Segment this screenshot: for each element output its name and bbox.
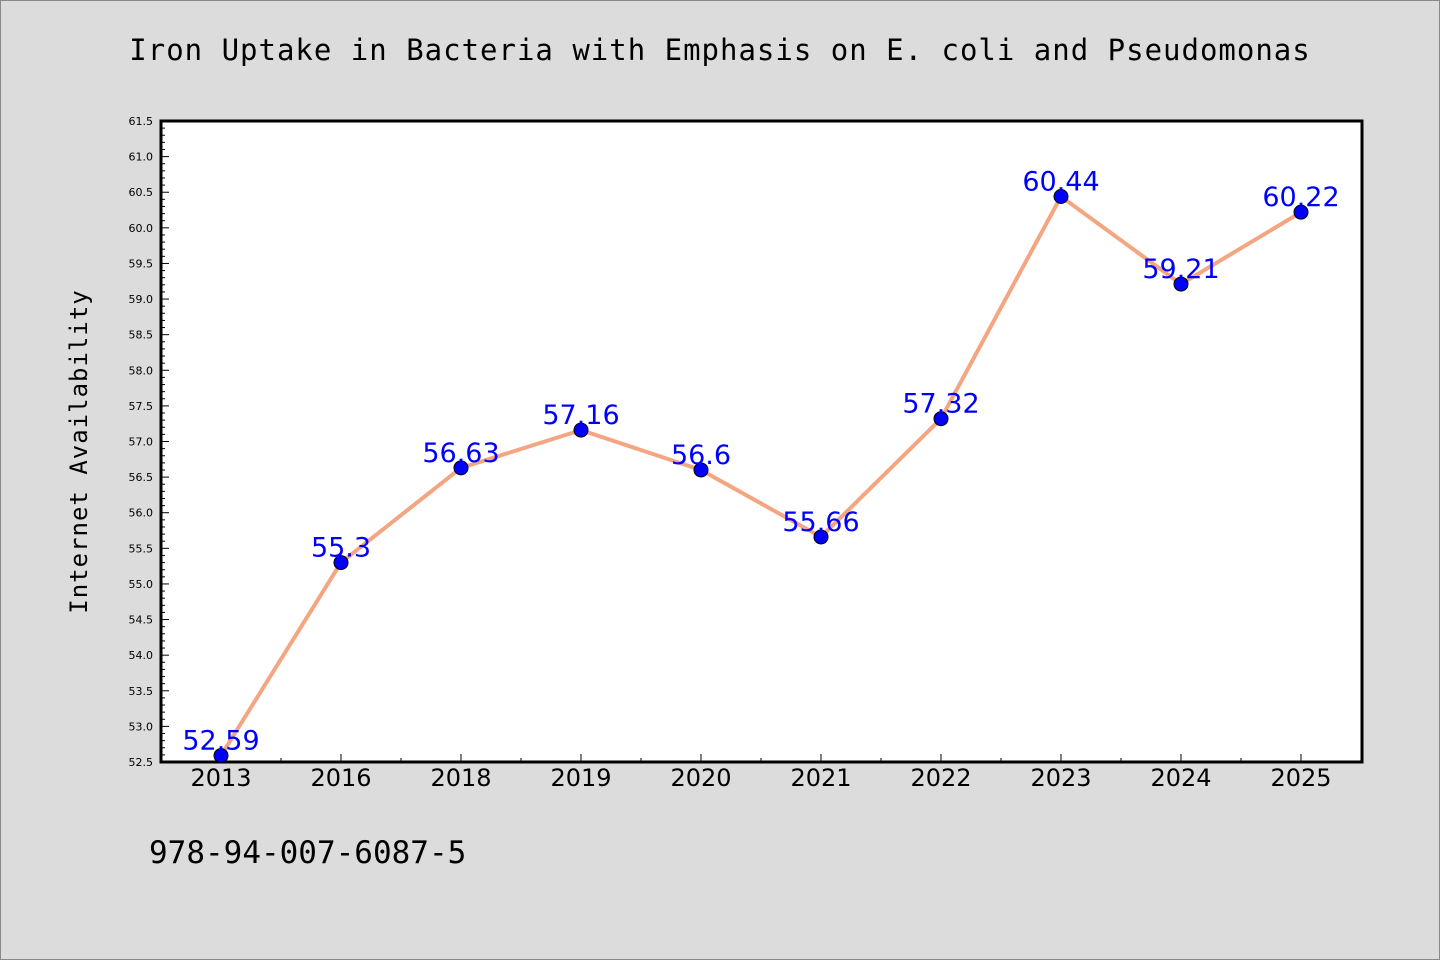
x-tick-label: 2018 [430,764,491,792]
data-point [933,411,949,427]
x-tick-label: 2023 [1030,764,1091,792]
y-tick-label: 58.5 [129,329,154,342]
x-tick-label: 2019 [550,764,611,792]
data-point [573,422,589,438]
y-tick-label: 53.5 [129,685,154,698]
data-point [693,462,709,478]
data-label: 55.3 [311,533,371,564]
x-tick-label: 2024 [1150,764,1211,792]
x-tick-label: 2013 [190,764,251,792]
y-tick-label: 60.5 [129,186,154,199]
y-tick-label: 58.0 [129,364,154,377]
y-tick-label: 55.0 [129,578,154,591]
x-tick-label: 2021 [790,764,851,792]
data-label: 57.32 [902,389,979,420]
series-line [219,194,1303,758]
data-label: 56.63 [422,438,499,469]
y-tick-label: 52.5 [129,756,154,769]
y-tick-label: 54.5 [129,614,154,627]
y-tick-label: 56.5 [129,471,154,484]
x-tick-label: 2016 [310,764,371,792]
y-tick-label: 55.5 [129,542,154,555]
y-tick-label: 57.5 [129,400,154,413]
data-label: 55.66 [782,507,859,538]
y-tick-label: 59.0 [129,293,154,306]
data-label: 56.6 [671,440,731,471]
data-point [1293,204,1309,220]
plot-area [159,119,1364,764]
footnote-isbn: 978-94-007-6087-5 [149,835,467,871]
data-label: 60.44 [1022,166,1099,197]
y-tick-label: 57.0 [129,436,154,449]
y-tick-label: 59.5 [129,257,154,270]
x-tick-label: 2025 [1270,764,1331,792]
data-label: 57.16 [542,400,619,431]
y-tick-label: 61.0 [129,151,154,164]
y-axis-title: Internet Availability [65,289,93,613]
y-tick-label: 60.0 [129,222,154,235]
y-tick-label: 61.5 [129,115,154,128]
data-label: 60.22 [1262,182,1339,213]
data-point [1053,188,1069,204]
y-tick-label: 54.0 [129,649,154,662]
chart-title: Iron Uptake in Bacteria with Emphasis on… [129,33,1311,67]
data-point [333,555,349,571]
data-point [813,529,829,545]
data-label: 52.59 [182,726,259,757]
y-axis: 52.5 53.0 53.5 54.0 54.5 55.0 55.5 56.0 56.5 57.0… [129,115,169,769]
y-tick-label: 53.0 [129,720,154,733]
x-axis: 2013 2016 2018 2019 2020 2021 2022 2023 2024 2025 [190,754,1362,792]
data-point [453,460,469,476]
data-point [213,748,229,764]
y-tick-label: 56.0 [129,507,154,520]
x-tick-label: 2022 [910,764,971,792]
x-tick-label: 2020 [670,764,731,792]
data-point [1173,276,1189,292]
data-label: 59.21 [1142,254,1219,285]
